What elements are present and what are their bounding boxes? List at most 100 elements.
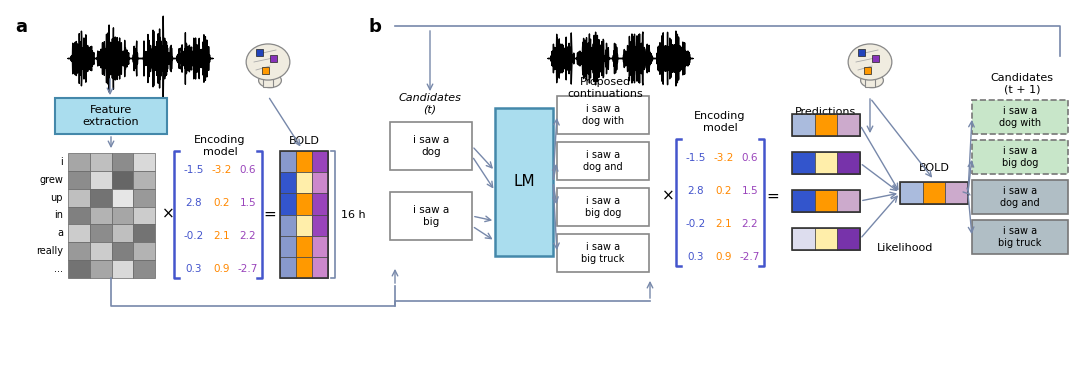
Bar [972,100,1068,134]
Text: a: a [57,228,63,238]
Bar [280,257,296,278]
Bar [280,172,296,193]
Text: Feature
extraction: Feature extraction [83,105,139,127]
Text: 2.2: 2.2 [240,231,256,241]
Bar [90,242,111,260]
Bar [296,236,312,257]
Text: 2.1: 2.1 [214,231,230,241]
Bar [280,151,328,278]
Text: Proposed
continuations: Proposed continuations [567,77,643,99]
Bar [792,228,814,250]
Bar [390,122,472,170]
Bar [792,228,860,250]
Text: Encoding
model: Encoding model [194,135,246,157]
Bar [256,49,264,56]
Bar [972,180,1068,214]
Bar [557,142,649,180]
Text: BOLD: BOLD [288,136,320,146]
Bar [111,224,133,242]
Text: 0.9: 0.9 [716,252,732,262]
Text: 0.3: 0.3 [688,252,704,262]
Text: 2.8: 2.8 [186,198,202,208]
Text: -3.2: -3.2 [714,153,734,163]
Text: 0.2: 0.2 [214,198,230,208]
Bar [557,188,649,226]
Bar [900,182,968,204]
Ellipse shape [848,44,892,80]
Bar [312,172,328,193]
Text: i saw a
big dog: i saw a big dog [1002,146,1038,168]
Bar [390,192,472,240]
Text: -1.5: -1.5 [184,165,204,175]
Text: i saw a
dog: i saw a dog [413,135,449,157]
Text: Encoding
model: Encoding model [694,111,746,133]
Bar [792,114,814,136]
Bar [262,67,269,74]
Bar [900,182,922,204]
Bar [557,234,649,272]
Bar [792,114,860,136]
Text: Candidates
(t): Candidates (t) [399,93,461,115]
Bar [792,152,860,174]
Bar [814,152,837,174]
Bar [792,190,814,212]
Bar [68,189,90,206]
Bar [814,228,837,250]
Bar [90,206,111,224]
Bar [68,171,90,189]
Text: 0.6: 0.6 [742,153,758,163]
Bar [68,260,90,278]
Text: i saw a
dog and: i saw a dog and [583,150,623,172]
Bar [296,151,312,172]
Bar [792,152,814,174]
Bar [90,260,111,278]
Bar [111,153,133,171]
Text: ×: × [662,188,674,203]
Bar [111,189,133,206]
Text: a: a [15,18,27,36]
Text: i saw a
dog with: i saw a dog with [582,104,624,126]
Text: -2.7: -2.7 [740,252,760,262]
Bar [133,260,156,278]
Bar [837,152,860,174]
Bar [972,220,1068,254]
Text: BOLD: BOLD [919,163,949,173]
Bar [792,190,860,212]
Bar [111,242,133,260]
Bar [133,224,156,242]
Text: i: i [60,157,63,167]
Bar [312,214,328,236]
Bar [296,214,312,236]
Bar [280,214,296,236]
Text: i saw a
big dog: i saw a big dog [584,196,621,218]
Bar [296,172,312,193]
Text: in: in [54,210,63,220]
Bar [133,171,156,189]
Text: i saw a
big: i saw a big [413,205,449,227]
Ellipse shape [861,73,883,88]
Bar [90,189,111,206]
Text: 0.6: 0.6 [240,165,256,175]
Bar [837,228,860,250]
Bar [270,55,276,62]
Bar [68,206,90,224]
Bar [312,151,328,172]
Bar [133,242,156,260]
Bar [280,151,296,172]
Bar [296,257,312,278]
Bar [312,257,328,278]
Bar [922,182,945,204]
Bar [264,79,273,87]
Bar [837,114,860,136]
Bar [90,153,111,171]
Bar [872,55,879,62]
Bar [280,193,296,214]
Bar [814,190,837,212]
Text: 16 h: 16 h [340,210,365,220]
Text: ...: ... [54,264,63,274]
Text: i saw a
dog with: i saw a dog with [999,106,1041,128]
Text: =: = [767,188,780,203]
Text: 0.9: 0.9 [214,264,230,274]
Bar [68,242,90,260]
Bar [837,190,860,212]
